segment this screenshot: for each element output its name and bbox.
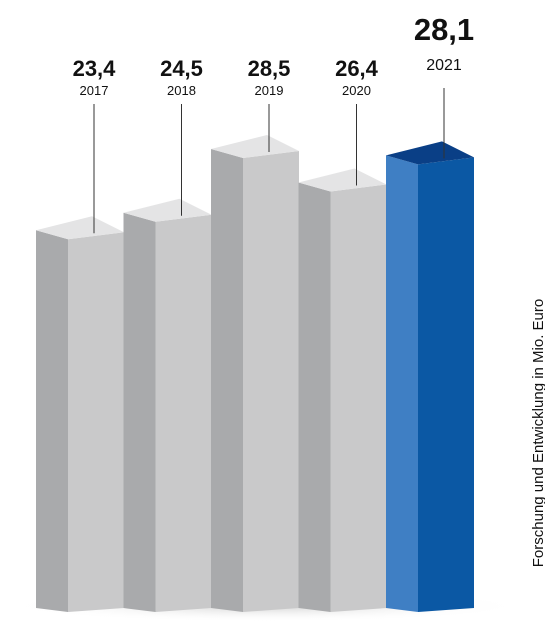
bar-top-2021 [386, 141, 474, 165]
bar-front-2020 [330, 184, 387, 612]
bar-top-2017 [36, 216, 124, 240]
bar-front-2021 [418, 157, 474, 612]
bar-top-2020 [298, 168, 387, 192]
category-label-2021: 2021 [426, 57, 462, 74]
category-label-2019: 2019 [255, 83, 284, 98]
bar-2020 [298, 168, 387, 612]
category-label-2017: 2017 [80, 83, 109, 98]
bar-top-2019 [211, 134, 299, 158]
bar-front-2017 [68, 232, 124, 612]
bar-side-2018 [123, 212, 156, 612]
bar-2017 [36, 216, 124, 612]
value-label-2019: 28,5 [248, 56, 291, 81]
bar-side-2021 [386, 155, 418, 612]
bars-group [36, 134, 474, 612]
bar-side-2017 [36, 230, 68, 612]
bar-2018 [123, 198, 212, 612]
labels-group: 23,4 2017 24,5 2018 28,5 2019 26,4 2020 28,1 2021 [73, 12, 474, 234]
bar-2019 [211, 134, 299, 612]
value-label-2021: 28,1 [414, 12, 474, 47]
bar-front-2018 [155, 214, 212, 612]
y-axis-label: Forschung und Entwicklung in Mio. Euro [530, 299, 545, 567]
bar-side-2019 [211, 148, 243, 612]
bar-front-2019 [243, 150, 299, 612]
value-label-2017: 23,4 [73, 56, 117, 81]
bar-top-2018 [123, 198, 212, 222]
bar-side-2020 [298, 182, 331, 612]
category-label-2020: 2020 [342, 83, 371, 98]
value-label-2018: 24,5 [160, 56, 203, 81]
category-label-2018: 2018 [167, 83, 196, 98]
bar-2021 [386, 141, 474, 612]
value-label-2020: 26,4 [335, 56, 379, 81]
